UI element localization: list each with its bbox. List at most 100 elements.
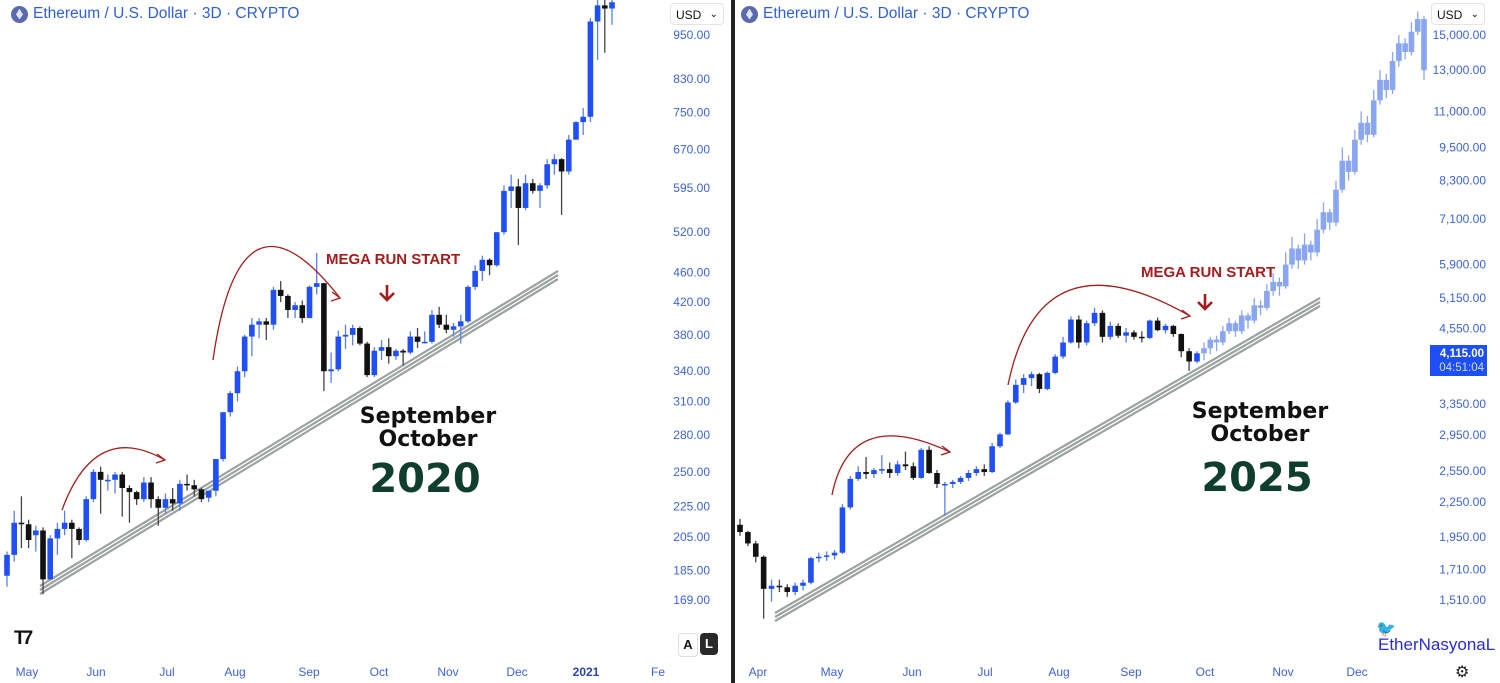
candle-body xyxy=(69,522,75,529)
projection-candle xyxy=(1389,51,1396,95)
candle-body xyxy=(421,341,428,344)
candle-body xyxy=(429,314,435,342)
trendline xyxy=(774,305,1321,622)
candle-body xyxy=(47,538,54,580)
candle-body xyxy=(609,2,615,9)
candle-body xyxy=(1257,305,1264,308)
candle xyxy=(335,330,342,372)
candle xyxy=(234,366,241,402)
candle xyxy=(76,527,82,545)
right-symbol-title: Ethereum / U.S. Dollar · 3D · CRYPTO xyxy=(763,5,1030,22)
candle xyxy=(1131,330,1137,340)
candle xyxy=(205,490,212,503)
candle-body xyxy=(18,522,25,525)
currency-label: USD xyxy=(676,8,702,22)
candle-body xyxy=(1146,320,1153,338)
down-arrow-icon xyxy=(1197,294,1213,311)
twitter-bird-icon: 🐦 xyxy=(1376,621,1396,638)
candle xyxy=(141,477,147,503)
candle xyxy=(421,331,428,344)
candle xyxy=(768,579,775,602)
left-symbol-header[interactable]: Ethereum / U.S. Dollar · 3D · CRYPTO xyxy=(11,5,299,23)
candle-body xyxy=(1123,332,1129,336)
candle-body xyxy=(551,159,558,165)
candle-body xyxy=(479,259,486,271)
projection-candle xyxy=(1421,16,1427,80)
candle xyxy=(54,522,61,555)
candle xyxy=(776,579,783,592)
candle-body xyxy=(815,556,822,559)
candle-body xyxy=(25,524,32,541)
candle xyxy=(910,462,917,480)
right-currency-select[interactable]: USD ⌄ xyxy=(1431,3,1485,25)
candle-body xyxy=(342,334,349,337)
candle xyxy=(450,323,457,337)
right-symbol-header[interactable]: Ethereum / U.S. Dollar · 3D · CRYPTO xyxy=(741,5,1029,23)
candle xyxy=(40,527,46,595)
projection-candle xyxy=(1364,115,1371,143)
candle xyxy=(737,518,743,536)
candle-body xyxy=(745,532,751,544)
candle-body xyxy=(752,543,759,557)
x-tick-label: Jun xyxy=(902,665,921,679)
x-tick-label: 2021 xyxy=(573,665,600,679)
september-label: September xyxy=(360,404,497,429)
candle xyxy=(342,324,349,349)
candle-body xyxy=(241,336,248,372)
candle-body xyxy=(299,305,306,319)
auto-scale-button[interactable]: A xyxy=(678,633,698,657)
candle-body xyxy=(792,585,798,592)
candle xyxy=(263,318,270,341)
candle xyxy=(285,294,291,319)
candle-body xyxy=(407,336,414,353)
candle xyxy=(119,471,126,517)
candle-body xyxy=(1408,31,1415,52)
log-scale-button[interactable]: L xyxy=(700,633,718,655)
y-tick-label: 420.00 xyxy=(673,295,710,309)
gear-icon[interactable]: ⚙ xyxy=(1455,664,1470,681)
candle xyxy=(508,174,514,208)
candle-body xyxy=(1115,325,1122,336)
candle-body xyxy=(472,270,478,287)
candle-body xyxy=(277,289,284,296)
candle-body xyxy=(371,350,378,376)
candle-body xyxy=(328,369,334,372)
candle xyxy=(558,158,565,216)
candle xyxy=(1186,348,1192,371)
candle-body xyxy=(1308,244,1314,253)
year-label: 2020 xyxy=(369,456,480,502)
candle-body xyxy=(249,324,255,337)
trendline xyxy=(39,270,559,587)
candle xyxy=(894,460,901,476)
curved-arrow xyxy=(61,447,166,511)
projection-candle xyxy=(1402,38,1408,60)
candle-body xyxy=(768,585,775,589)
candle-body xyxy=(256,321,262,325)
candle-body xyxy=(776,585,783,588)
candle-body xyxy=(270,289,277,325)
candle-body xyxy=(989,446,995,473)
candle xyxy=(69,519,75,559)
panel-divider[interactable] xyxy=(731,0,735,683)
candle-body xyxy=(1162,325,1169,331)
left-currency-select[interactable]: USD ⌄ xyxy=(670,3,724,25)
candle-body xyxy=(1339,160,1346,190)
candle xyxy=(863,456,869,479)
ethereum-icon xyxy=(741,5,758,23)
watermark: EtherNasyonaL xyxy=(1378,635,1496,654)
candle-body xyxy=(1220,331,1226,343)
curved-arrow xyxy=(212,245,341,361)
candle xyxy=(378,340,385,360)
projection-candle xyxy=(1383,74,1390,99)
candle-body xyxy=(450,326,457,330)
candle xyxy=(227,391,234,417)
candle-body xyxy=(90,471,97,500)
candle xyxy=(847,475,854,510)
projection-candle xyxy=(1377,70,1383,105)
candle-body xyxy=(119,474,126,488)
x-tick-label: Dec xyxy=(506,665,527,679)
candle-body xyxy=(1186,351,1192,362)
trendline xyxy=(774,301,1321,618)
y-tick-label: 750.00 xyxy=(673,105,710,119)
